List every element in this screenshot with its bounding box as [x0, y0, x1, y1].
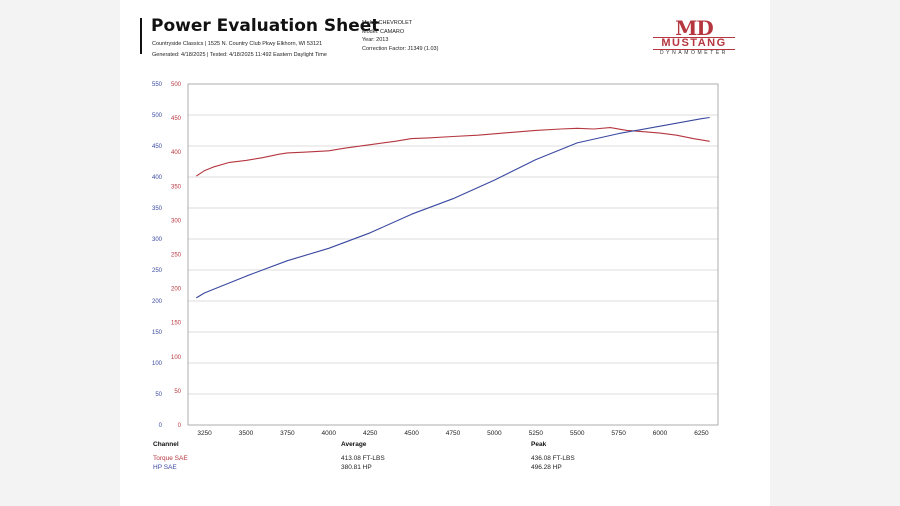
hp-tick-label: 0: [159, 423, 163, 429]
hp-tick-label: 400: [152, 175, 163, 181]
hp-peak: 496.28 HP: [531, 464, 562, 471]
hp-axis-ticks: 0 50 100 150 200 250 300 350 400 450 500 550: [152, 82, 163, 429]
hp-series-line: [196, 116, 710, 299]
hp-tick-label: 150: [152, 330, 163, 336]
vehicle-year: Year: 2013: [362, 37, 389, 43]
torque-tick-label: 250: [171, 253, 182, 259]
rpm-tick-label: 5750: [611, 430, 626, 437]
shop-address: Countryside Classics | 1525 N. Country C…: [152, 41, 323, 47]
chart-grid: [188, 114, 718, 395]
rpm-tick-label: 5000: [487, 430, 502, 437]
chart-series: [195, 116, 710, 299]
col-header-average: Average: [341, 441, 367, 448]
torque-tick-label: 0: [178, 423, 182, 429]
hp-tick-label: 500: [152, 113, 163, 119]
logo-mustang-text: MUSTANG: [653, 37, 735, 50]
page-title: Power Evaluation Sheet: [151, 16, 380, 36]
torque-peak: 436.08 FT-LBS: [531, 455, 575, 462]
hp-tick-label: 200: [152, 299, 163, 305]
rpm-tick-label: 4500: [404, 430, 419, 437]
correction-factor: Correction Factor: J1349 (1.03): [362, 45, 439, 52]
logo-md-text: MD: [675, 16, 713, 40]
torque-channel-label: Torque SAE: [153, 455, 188, 462]
hp-average: 380.81 HP: [341, 464, 372, 471]
rpm-tick-label: 6000: [653, 430, 668, 437]
rpm-tick-label: 5500: [570, 430, 585, 437]
rpm-tick-label: 5250: [529, 430, 544, 437]
rpm-tick-label: 4750: [446, 430, 461, 437]
hp-tick-label: 350: [152, 206, 163, 212]
torque-tick-label: 450: [171, 116, 182, 122]
torque-tick-label: 150: [171, 321, 182, 327]
vehicle-make: Make: CHEVROLET: [362, 20, 413, 26]
logo-dyno-text: DYNAMOMETER: [659, 50, 729, 56]
rpm-axis-ticks: 3250 3500 3750 4000 4250 4500 4750 5000 5250 5500…: [197, 430, 709, 437]
torque-tick-label: 350: [171, 184, 182, 190]
mustang-dyno-logo: MD MUSTANG DYNAMOMETER: [652, 16, 736, 56]
torque-tick-label: 500: [171, 82, 182, 88]
vehicle-info: Make: CHEVROLET Model: CAMARO Year: 2013…: [362, 19, 438, 53]
hp-tick-label: 450: [152, 144, 163, 150]
hp-tick-label: 250: [152, 268, 163, 274]
torque-axis-ticks: 0 50 100 150 200 250 300 350 400 450 500: [171, 82, 182, 429]
col-header-channel: Channel: [153, 441, 179, 448]
hp-channel-label: HP SAE: [153, 464, 177, 471]
rpm-tick-label: 4000: [322, 430, 337, 437]
torque-series-line: [195, 127, 710, 177]
col-header-peak: Peak: [531, 441, 547, 448]
rpm-tick-label: 3750: [280, 430, 295, 437]
rpm-tick-label: 3500: [239, 430, 254, 437]
hp-tick-label: 50: [155, 392, 162, 398]
plot-frame: [187, 83, 719, 426]
hp-tick-label: 300: [152, 237, 163, 243]
hp-tick-label: 550: [152, 82, 163, 88]
torque-tick-label: 400: [171, 150, 182, 156]
torque-tick-label: 50: [174, 389, 181, 395]
title-accent-bar: [140, 18, 142, 54]
rpm-tick-label: 3250: [197, 430, 212, 437]
hp-tick-label: 100: [152, 361, 163, 367]
generated-info: Generated: 4/18/2025 | Tested: 4/18/2025…: [152, 52, 327, 58]
torque-tick-label: 300: [171, 218, 182, 224]
rpm-tick-label: 4250: [363, 430, 378, 437]
vehicle-model: Model: CAMARO: [362, 28, 405, 35]
torque-tick-label: 100: [171, 355, 182, 361]
torque-average: 413.08 FT-LBS: [341, 455, 385, 462]
torque-tick-label: 200: [171, 287, 182, 293]
rpm-tick-label: 6250: [694, 430, 709, 437]
